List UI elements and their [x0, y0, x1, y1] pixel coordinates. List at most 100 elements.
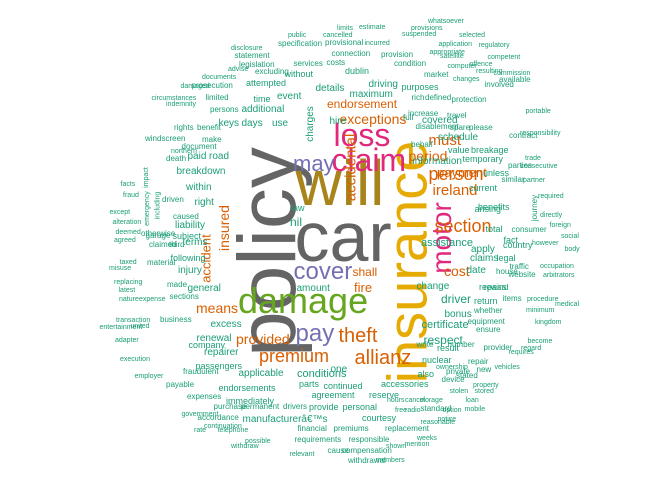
cloud-word: claimed	[149, 240, 177, 249]
cloud-word: deemed	[115, 228, 141, 236]
cloud-word: house	[496, 267, 518, 276]
cloud-word: courtesy	[362, 412, 397, 423]
cloud-word: country	[503, 239, 533, 250]
cloud-word: damaged	[180, 82, 210, 90]
cloud-word: liability	[175, 220, 206, 231]
cloud-word: current	[469, 182, 498, 193]
cloud-word: changes	[453, 75, 480, 83]
cloud-word: change	[416, 281, 450, 292]
cloud-word: provider	[483, 343, 513, 352]
cloud-word: computer	[447, 62, 477, 70]
cloud-word: involved	[484, 80, 514, 89]
cloud-word: allianz	[354, 347, 412, 369]
cloud-word: except	[109, 208, 131, 216]
cloud-word: immediately	[226, 395, 275, 406]
cloud-word: notice	[437, 415, 457, 423]
cloud-word: satellite	[440, 52, 464, 60]
cloud-word: services	[293, 59, 323, 68]
cloud-word: payment	[437, 164, 487, 180]
cloud-word: responsibility	[520, 129, 561, 137]
cloud-word: number	[447, 340, 475, 349]
cloud-word: sections	[169, 292, 199, 301]
cloud-word: stored	[474, 387, 494, 395]
cloud-word: period	[408, 148, 448, 164]
cloud-word: time	[253, 93, 271, 104]
cloud-word: rate	[194, 426, 207, 434]
cloud-word: government	[181, 410, 219, 418]
cloud-word: general	[187, 283, 221, 294]
cloud-word: terms	[182, 237, 208, 248]
cloud-word: alteration	[112, 218, 142, 226]
cloud-word: standard	[420, 404, 452, 413]
cloud-word: fraudulent	[183, 367, 219, 376]
cloud-word: following	[170, 252, 206, 263]
cloud-word: insured	[215, 205, 232, 251]
cloud-word: respect	[423, 333, 463, 347]
cloud-word: drivers	[283, 402, 308, 411]
cloud-word: theft	[338, 325, 378, 347]
cloud-word: windscreen	[145, 134, 186, 143]
cloud-word: taxed	[119, 258, 137, 266]
cloud-word: accessories	[381, 378, 429, 389]
cloud-word: responsible	[348, 435, 390, 444]
cloud-word: cost	[444, 263, 470, 279]
cloud-word: repair	[468, 357, 489, 366]
cloud-word: business	[160, 315, 192, 324]
cloud-word: disclosure	[231, 44, 263, 52]
cloud-word: impact	[142, 166, 150, 188]
cloud-word: renewal	[196, 333, 232, 344]
cloud-word: body	[564, 245, 580, 253]
cloud-word: radio	[405, 406, 421, 414]
cloud-word: competent	[487, 53, 521, 61]
cloud-word: partner	[523, 176, 546, 184]
cloud-word: maximum	[349, 89, 393, 100]
cloud-word: use	[272, 118, 289, 129]
cloud-word: means	[196, 300, 239, 316]
cloud-word: endorsement	[327, 97, 398, 111]
cloud-word: arising	[474, 203, 502, 214]
cloud-word: document	[181, 142, 217, 151]
cloud-word: parts	[299, 378, 320, 389]
cloud-word: trade	[525, 154, 541, 162]
cloud-word: claim	[331, 142, 407, 178]
cloud-word: apply	[471, 244, 495, 255]
cloud-word: persons	[210, 105, 239, 114]
cloud-word: provisions	[411, 24, 443, 32]
cloud-word: shall	[352, 265, 378, 279]
cloud-word: payable	[166, 380, 195, 389]
cloud-word: endorsements	[218, 382, 276, 393]
cloud-word: adapter	[115, 336, 139, 344]
cloud-word: stated	[456, 371, 478, 380]
cloud-word: procedure	[527, 295, 559, 303]
cloud-word: nuclear	[422, 354, 452, 365]
cloud-word: suspended	[402, 30, 437, 38]
cloud-word: repairs	[479, 281, 507, 292]
cloud-word: market	[424, 70, 449, 79]
cloud-word: days	[241, 118, 263, 129]
cloud-word: disablement	[415, 122, 459, 131]
cloud-word: cause	[327, 446, 349, 455]
cloud-word: legislation	[239, 60, 275, 69]
cloud-word: regulatory	[478, 41, 510, 49]
cloud-word: application	[438, 40, 472, 48]
cloud-word: private	[446, 367, 471, 376]
cloud-word: portable	[525, 107, 551, 115]
cloud-word: incurred	[364, 39, 390, 47]
cloud-word: weeks	[417, 434, 437, 442]
cloud-word: spare	[450, 123, 471, 132]
cloud-word: possible	[245, 437, 271, 445]
cloud-word: traffic	[509, 262, 529, 271]
cloud-word: available	[499, 75, 531, 84]
cloud-word: permanent	[241, 402, 280, 411]
cloud-word: device	[441, 375, 465, 384]
cloud-word: stolen	[449, 387, 469, 395]
cloud-word: right	[194, 197, 214, 208]
cloud-word: exceptions	[339, 111, 407, 127]
cloud-word: emergency	[143, 190, 151, 226]
cloud-word: option	[442, 406, 462, 414]
cloud-word: nil	[290, 215, 303, 229]
cloud-word: provision	[381, 50, 414, 59]
cloud-word: agreement	[311, 389, 355, 400]
cloud-word: breakage	[471, 144, 509, 155]
cloud-word: new	[476, 365, 492, 374]
